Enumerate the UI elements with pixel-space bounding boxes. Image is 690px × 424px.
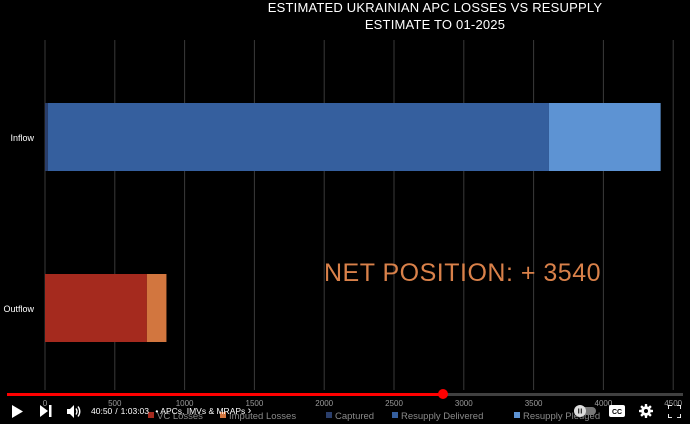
legend-label: Resupply Pledged — [523, 411, 600, 422]
autoplay-toggle-icon — [574, 405, 596, 417]
category-label: Inflow — [10, 133, 34, 143]
x-tick-label: 1500 — [246, 399, 264, 408]
bar-segment — [45, 103, 48, 171]
legend-swatch — [220, 412, 226, 418]
legend-swatch — [148, 412, 154, 418]
volume-button[interactable] — [64, 400, 84, 422]
bar-segment — [47, 103, 549, 171]
current-time: 40:50 — [91, 406, 113, 416]
bar-segment — [146, 274, 167, 342]
next-icon — [40, 405, 52, 417]
play-icon — [12, 404, 23, 418]
x-tick-label: 3500 — [525, 399, 543, 408]
bar-segment — [548, 103, 661, 171]
player-controls: 40:50/1:03:03 • APCs, IMVs & MRAPs › CC — [0, 398, 690, 424]
volume-icon — [66, 404, 80, 418]
fullscreen-button[interactable] — [664, 400, 684, 422]
x-tick-label: 1000 — [176, 399, 194, 408]
autoplay-toggle[interactable] — [573, 400, 597, 422]
x-tick-label: 2500 — [385, 399, 403, 408]
video-progress-played — [7, 393, 444, 396]
bars — [45, 103, 661, 342]
legend-label: Imputed Losses — [229, 411, 296, 422]
settings-icon — [639, 404, 653, 418]
next-button[interactable] — [37, 400, 55, 422]
cc-label: CC — [612, 409, 622, 416]
play-button[interactable] — [8, 400, 26, 422]
video-progress-bar[interactable] — [7, 389, 683, 399]
legend-swatch — [326, 412, 332, 418]
chapter-title[interactable]: • APCs, IMVs & MRAPs — [155, 406, 246, 416]
category-label: Outflow — [3, 304, 34, 314]
video-time-display: 40:50/1:03:03 • APCs, IMVs & MRAPs › — [91, 405, 251, 417]
x-tick-label: 0 — [43, 399, 48, 408]
chart-title-line2: ESTIMATE TO 01-2025 — [364, 17, 506, 32]
net-position-annotation: NET POSITION: + 3540 — [324, 259, 602, 287]
legend-swatch — [392, 412, 398, 418]
video-scrubber-handle[interactable] — [438, 389, 449, 399]
chart-title-line1: ESTIMATED UKRAINIAN APC LOSSES VS RESUPP… — [267, 0, 603, 15]
legend-label: Captured — [335, 411, 374, 422]
time-separator: / — [115, 406, 118, 416]
settings-button[interactable] — [636, 400, 656, 422]
legend-label: VC Losses — [157, 411, 203, 422]
x-tick-label: 4000 — [595, 399, 613, 408]
x-tick-label: 3000 — [455, 399, 473, 408]
grid-lines — [44, 40, 674, 390]
fullscreen-icon — [667, 404, 681, 418]
captions-icon: CC — [609, 405, 625, 417]
legend-label: Resupply Delivered — [401, 411, 483, 422]
x-tick-label: 4500 — [664, 399, 682, 408]
x-tick-label: 2000 — [315, 399, 333, 408]
bar-segment — [45, 274, 147, 342]
tick-labels: 0 500 1000 1500 2000 2500 3000 3500 4000 4500 — [43, 399, 683, 408]
legend: VC Losses Imputed Losses Captured Resupply … — [148, 411, 600, 422]
category-labels: Inflow Outflow — [3, 133, 34, 314]
x-tick-label: 500 — [108, 399, 122, 408]
chapter-arrow-icon[interactable]: › — [247, 405, 252, 417]
legend-swatch — [514, 412, 520, 418]
duration: 1:03:03 — [120, 406, 150, 416]
captions-button[interactable]: CC — [607, 400, 627, 422]
